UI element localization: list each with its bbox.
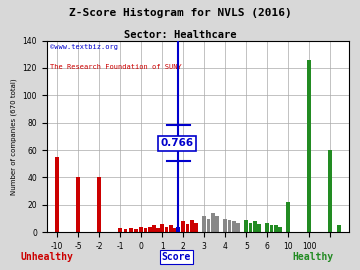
Bar: [224, 218, 227, 232]
Bar: [249, 222, 252, 232]
Bar: [148, 227, 152, 232]
Bar: [211, 213, 215, 232]
Bar: [176, 227, 180, 232]
Text: Z-Score Histogram for NVLS (2016): Z-Score Histogram for NVLS (2016): [69, 8, 291, 18]
Bar: [244, 220, 248, 232]
Bar: [228, 220, 231, 232]
Y-axis label: Number of companies (670 total): Number of companies (670 total): [10, 78, 17, 195]
Bar: [328, 150, 332, 232]
Bar: [169, 225, 172, 232]
Bar: [190, 220, 194, 232]
Bar: [194, 222, 198, 232]
Bar: [165, 227, 168, 232]
Bar: [307, 60, 311, 232]
Bar: [337, 225, 341, 232]
Text: The Research Foundation of SUNY: The Research Foundation of SUNY: [50, 63, 181, 69]
Bar: [215, 216, 219, 232]
Bar: [139, 227, 143, 232]
Text: Healthy: Healthy: [293, 252, 334, 262]
Bar: [129, 228, 133, 232]
Bar: [253, 221, 257, 232]
Text: Sector: Healthcare: Sector: Healthcare: [124, 30, 236, 40]
Bar: [134, 230, 138, 232]
Bar: [270, 225, 273, 232]
Text: ©www.textbiz.org: ©www.textbiz.org: [50, 44, 118, 50]
Bar: [257, 224, 261, 232]
Bar: [55, 157, 59, 232]
Bar: [124, 230, 127, 232]
Bar: [98, 177, 101, 232]
Bar: [76, 177, 80, 232]
Text: Score: Score: [162, 252, 191, 262]
Bar: [278, 227, 282, 232]
Text: 0.766: 0.766: [160, 138, 193, 148]
Bar: [207, 218, 210, 232]
Text: Unhealthy: Unhealthy: [21, 252, 73, 262]
Bar: [173, 228, 177, 232]
Bar: [265, 222, 269, 232]
Bar: [156, 228, 160, 232]
Bar: [181, 221, 185, 232]
Bar: [144, 228, 147, 232]
Bar: [287, 202, 290, 232]
Bar: [236, 222, 240, 232]
Bar: [186, 224, 189, 232]
Bar: [232, 221, 235, 232]
Bar: [118, 228, 122, 232]
Bar: [152, 225, 156, 232]
Bar: [274, 225, 278, 232]
Bar: [202, 216, 206, 232]
Bar: [161, 224, 164, 232]
